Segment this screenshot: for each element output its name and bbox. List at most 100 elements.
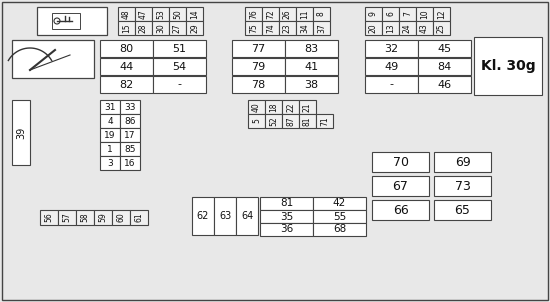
Bar <box>153 40 206 57</box>
Bar <box>100 100 120 114</box>
Text: 81: 81 <box>303 116 312 126</box>
Bar <box>365 21 382 35</box>
Bar <box>365 76 418 93</box>
Bar <box>245 21 262 35</box>
Text: 70: 70 <box>393 156 409 169</box>
Bar <box>474 37 542 95</box>
Text: 29: 29 <box>190 23 199 33</box>
Text: 53: 53 <box>156 9 165 19</box>
Text: 5: 5 <box>252 119 261 124</box>
Bar <box>299 100 316 114</box>
Text: 79: 79 <box>251 62 266 72</box>
Text: 10: 10 <box>420 9 429 19</box>
Bar <box>118 7 135 21</box>
Bar <box>365 7 382 21</box>
Text: 60: 60 <box>117 213 125 222</box>
Bar <box>153 58 206 75</box>
Text: 20: 20 <box>369 23 378 33</box>
Bar <box>285 76 338 93</box>
Bar <box>434 152 491 172</box>
Text: 32: 32 <box>384 43 399 53</box>
Bar <box>418 58 471 75</box>
Text: 9: 9 <box>369 11 378 16</box>
Bar <box>232 40 285 57</box>
Text: Kl. 30g: Kl. 30g <box>481 59 535 73</box>
Bar <box>120 100 140 114</box>
Bar <box>186 7 203 21</box>
Bar <box>279 21 296 35</box>
Text: 59: 59 <box>98 213 107 222</box>
Text: 80: 80 <box>119 43 134 53</box>
Bar <box>433 21 450 35</box>
Text: 82: 82 <box>119 79 134 89</box>
Bar <box>100 40 153 57</box>
Text: 85: 85 <box>124 144 136 153</box>
Bar <box>236 197 258 235</box>
Text: 86: 86 <box>124 117 136 126</box>
Bar <box>262 21 279 35</box>
Text: 17: 17 <box>124 130 136 140</box>
Text: 62: 62 <box>197 211 209 221</box>
Bar <box>169 21 186 35</box>
Text: 57: 57 <box>63 213 72 222</box>
Text: 58: 58 <box>80 213 90 222</box>
Bar <box>12 40 94 78</box>
Bar <box>120 142 140 156</box>
Bar <box>100 128 120 142</box>
Text: 46: 46 <box>437 79 452 89</box>
Text: 11: 11 <box>300 9 309 19</box>
Bar <box>296 7 313 21</box>
Text: 33: 33 <box>124 102 136 111</box>
Bar <box>313 197 366 210</box>
Bar <box>372 200 429 220</box>
Bar <box>316 114 333 128</box>
Bar <box>399 7 416 21</box>
Text: 51: 51 <box>173 43 186 53</box>
Text: 61: 61 <box>135 213 144 222</box>
Text: 48: 48 <box>122 9 131 19</box>
Bar <box>265 114 282 128</box>
Bar <box>313 210 366 223</box>
Text: 54: 54 <box>173 62 186 72</box>
Text: 15: 15 <box>122 23 131 33</box>
Bar <box>313 21 330 35</box>
Bar <box>418 40 471 57</box>
Bar <box>372 176 429 196</box>
Text: 3: 3 <box>107 159 113 168</box>
Bar <box>120 128 140 142</box>
Bar <box>299 114 316 128</box>
Text: 28: 28 <box>139 23 148 33</box>
Text: 83: 83 <box>305 43 318 53</box>
Bar <box>153 76 206 93</box>
Bar <box>100 58 153 75</box>
Text: 74: 74 <box>266 23 275 33</box>
Text: 8: 8 <box>317 11 326 16</box>
Bar <box>282 100 299 114</box>
Text: 13: 13 <box>386 23 395 33</box>
Text: 1: 1 <box>107 144 113 153</box>
Bar <box>169 7 186 21</box>
Text: 49: 49 <box>384 62 399 72</box>
Bar <box>112 210 130 225</box>
Text: 30: 30 <box>156 23 165 33</box>
Text: 27: 27 <box>173 23 182 33</box>
Bar <box>416 7 433 21</box>
Text: 16: 16 <box>124 159 136 168</box>
Text: 35: 35 <box>280 211 293 221</box>
Bar <box>100 76 153 93</box>
Text: 26: 26 <box>283 9 292 19</box>
Text: 84: 84 <box>437 62 452 72</box>
Text: 50: 50 <box>173 9 182 19</box>
Bar <box>94 210 112 225</box>
Text: 43: 43 <box>420 23 429 33</box>
Text: 4: 4 <box>107 117 113 126</box>
Bar <box>313 223 366 236</box>
Text: -: - <box>178 79 182 89</box>
Bar <box>186 21 203 35</box>
Text: 56: 56 <box>45 213 53 222</box>
Bar <box>12 100 30 165</box>
Bar <box>260 210 313 223</box>
Text: 47: 47 <box>139 9 148 19</box>
Text: 38: 38 <box>305 79 318 89</box>
Text: 21: 21 <box>303 102 312 112</box>
